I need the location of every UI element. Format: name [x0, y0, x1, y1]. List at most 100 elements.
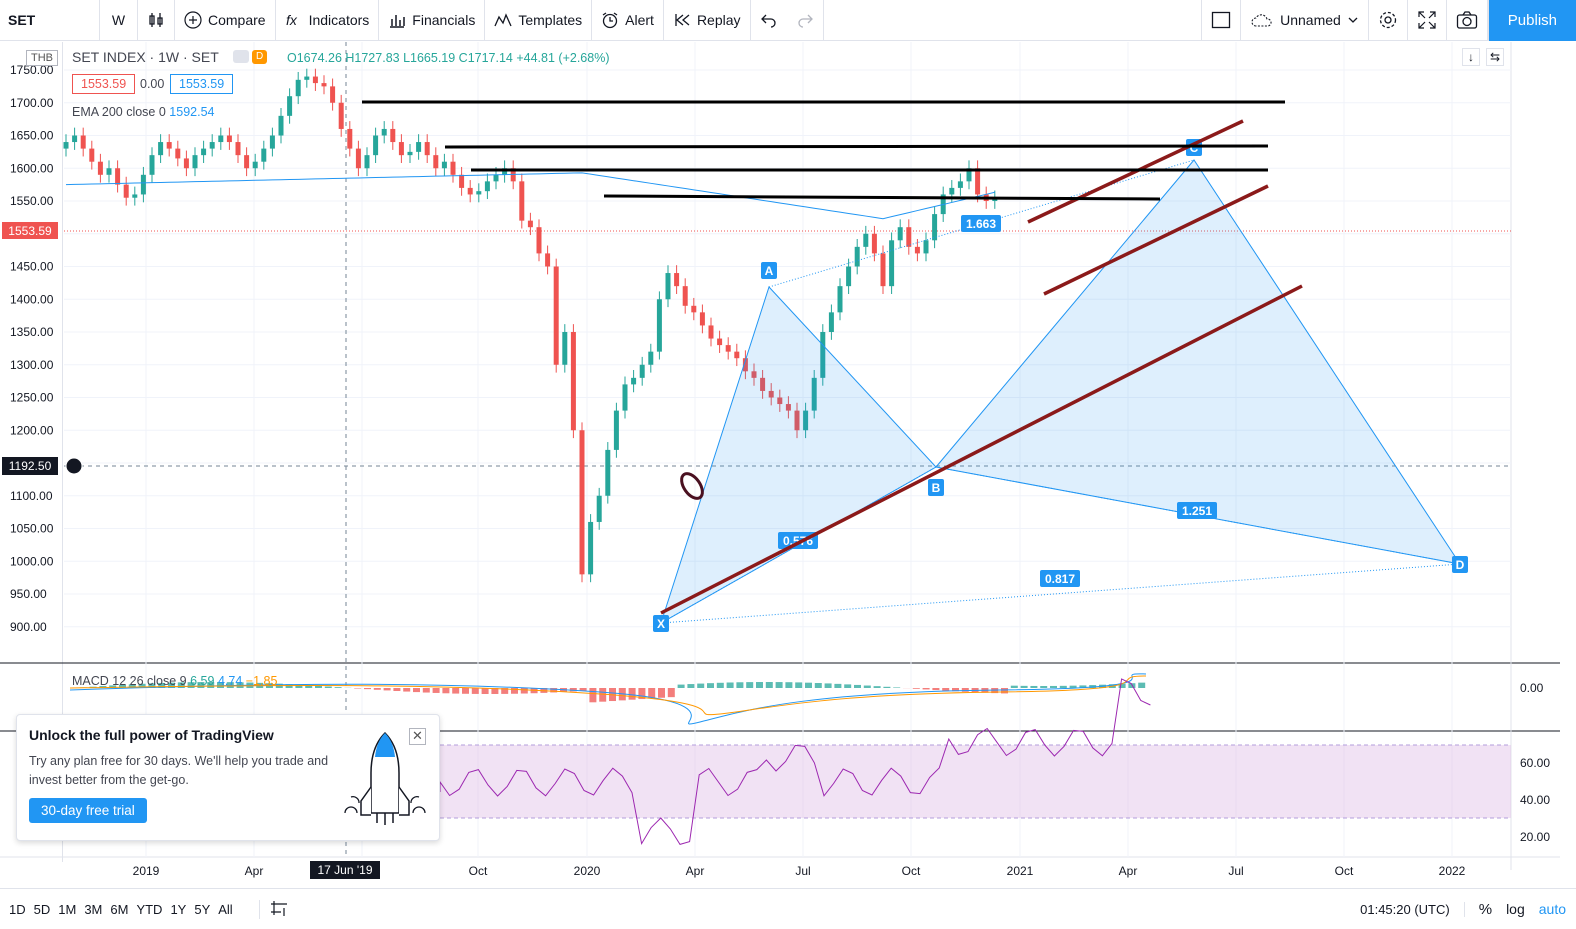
macd-bar: [677, 684, 685, 688]
macd-bar: [863, 685, 871, 688]
macd-bar: [1138, 682, 1146, 688]
templates-icon: [494, 13, 512, 27]
pattern-point-label: D: [1456, 558, 1465, 572]
interval-button[interactable]: W: [100, 0, 138, 41]
layout-menu-button[interactable]: Unnamed: [1241, 0, 1369, 41]
range-all-button[interactable]: All: [218, 901, 233, 917]
candle-body: [794, 410, 800, 431]
macd-bar: [805, 682, 812, 688]
eye-toggle[interactable]: [233, 50, 249, 63]
range-5d-button[interactable]: 5D: [33, 901, 51, 917]
compare-button[interactable]: Compare: [175, 0, 276, 41]
redo-button[interactable]: [787, 0, 824, 41]
resistance-line: [444, 144, 1269, 149]
candle-body: [863, 233, 869, 247]
macd-bar: [912, 688, 920, 689]
range-1y-button[interactable]: 1Y: [170, 901, 187, 917]
fullscreen-button[interactable]: [1408, 0, 1447, 41]
undo-button[interactable]: [751, 0, 787, 41]
free-trial-button[interactable]: 30-day free trial: [29, 798, 147, 823]
replay-button[interactable]: Replay: [664, 0, 751, 41]
chevron-down-icon: [1348, 17, 1358, 23]
publish-button[interactable]: Publish: [1487, 0, 1576, 41]
price-tick-label: 1100.00: [10, 489, 53, 503]
macd-bar: [961, 688, 969, 692]
scroll-down-button[interactable]: ↓: [1462, 48, 1480, 66]
percent-toggle[interactable]: %: [1478, 900, 1493, 918]
candle-body: [261, 148, 267, 162]
range-3m-button[interactable]: 3M: [84, 901, 103, 917]
settings-button[interactable]: [1369, 0, 1408, 41]
range-6m-button[interactable]: 6M: [110, 901, 129, 917]
promo-close-button[interactable]: ✕: [409, 728, 426, 745]
chart-type-button[interactable]: [138, 0, 175, 41]
ema-legend[interactable]: EMA 200 close 0 1592.54: [72, 105, 214, 119]
candle-body: [123, 184, 129, 198]
templates-button[interactable]: Templates: [485, 0, 593, 41]
candle-body: [287, 96, 293, 116]
candle-body: [708, 325, 714, 339]
camera-icon: [1456, 11, 1477, 29]
go-to-date-button[interactable]: [258, 899, 288, 919]
price-tick-label: 1350.00: [10, 325, 54, 339]
maximize-pane-button[interactable]: ⇆: [1486, 48, 1504, 66]
symbol-search[interactable]: SET: [0, 0, 100, 41]
financials-button[interactable]: Financials: [379, 0, 486, 41]
pattern-point-badge: [653, 615, 669, 632]
macd-bar: [785, 682, 793, 688]
candle-body: [742, 358, 748, 372]
candles-icon: [149, 13, 163, 27]
log-toggle[interactable]: log: [1506, 901, 1525, 917]
candle-body: [570, 332, 576, 431]
alert-button[interactable]: Alert: [592, 0, 664, 41]
macd-bar: [481, 688, 489, 694]
range-1d-button[interactable]: 1D: [9, 901, 26, 917]
bid-price[interactable]: 1553.59: [72, 74, 136, 94]
add-alert-button[interactable]: [65, 457, 83, 475]
currency-badge[interactable]: THB: [26, 50, 58, 66]
candle-body: [244, 155, 250, 169]
range-1m-button[interactable]: 1M: [58, 901, 77, 917]
candle-body: [725, 345, 731, 352]
macd-bar: [1030, 685, 1038, 688]
fullscreen-layout-button[interactable]: [1201, 0, 1242, 41]
interval-label: W: [111, 12, 126, 28]
candle-body: [699, 312, 705, 326]
range-ytd-button[interactable]: YTD: [136, 901, 163, 917]
resistance-line: [603, 194, 1161, 201]
candle-body: [226, 135, 232, 143]
candle-body: [89, 148, 95, 162]
pattern-point-badge: [761, 262, 777, 279]
macd-bar: [667, 688, 675, 698]
drawing-toolbar: [0, 42, 63, 862]
range-5y-button[interactable]: 5Y: [194, 901, 211, 917]
candle-body: [854, 246, 860, 267]
macd-bar: [197, 682, 205, 688]
macd-bar: [854, 684, 861, 688]
indicators-button[interactable]: fx Indicators: [276, 0, 380, 41]
macd-bar: [383, 688, 391, 691]
macd-bar: [422, 688, 430, 693]
candle-body: [381, 128, 387, 136]
candle-body: [390, 128, 396, 143]
pattern-point-badge: [928, 479, 944, 496]
svg-text:fx: fx: [286, 12, 298, 28]
ask-price[interactable]: 1553.59: [170, 74, 234, 94]
candle-body: [441, 161, 447, 169]
macd-bar: [452, 688, 460, 694]
toolbar-right-group: Unnamed Publish: [1201, 0, 1576, 41]
candle-body: [493, 174, 499, 182]
auto-toggle[interactable]: auto: [1538, 901, 1566, 917]
price-tick-label: 1750.00: [10, 63, 54, 77]
macd-bar: [873, 686, 881, 688]
price-tick-label: 1200.00: [10, 423, 54, 437]
macd-legend[interactable]: MACD 12 26 close 9 6.59 4.74 −1.85: [72, 674, 277, 688]
time-tick-label: Jul: [1228, 864, 1243, 878]
candle-body: [536, 227, 542, 254]
snapshot-button[interactable]: [1447, 0, 1488, 41]
time-tick-label: Apr: [686, 864, 705, 878]
utc-clock[interactable]: 01:45:20 (UTC): [1353, 901, 1465, 917]
macd-bar: [119, 684, 126, 688]
macd-bar: [432, 688, 440, 693]
